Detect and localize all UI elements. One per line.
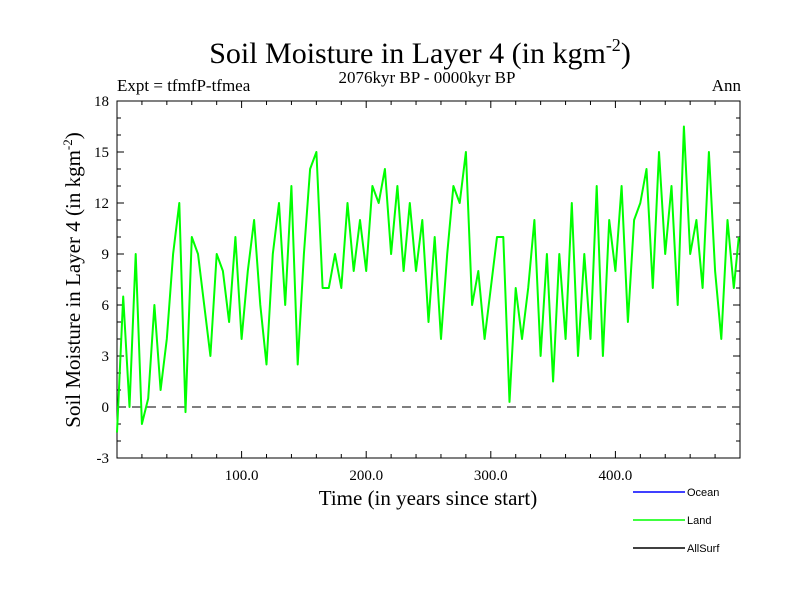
x-tick-label: 200.0 xyxy=(349,468,383,484)
y-tick-label: 15 xyxy=(94,145,109,161)
chart-title: Soil Moisture in Layer 4 (in kgm-2) xyxy=(209,35,631,70)
chart-title-sup: -2 xyxy=(606,35,621,55)
legend-label-ocean: Ocean xyxy=(687,487,719,499)
legend: Ocean Land AllSurf xyxy=(633,487,720,555)
chart-subtitle: 2076kyr BP - 0000kyr BP xyxy=(339,68,516,87)
x-tick-label: 100.0 xyxy=(225,468,259,484)
legend-label-allsurf: AllSurf xyxy=(687,543,720,555)
y-axis-label-main: Soil Moisture in Layer 4 (in kgm xyxy=(61,150,85,428)
plot-frame xyxy=(116,100,741,459)
x-axis-label: Time (in years since start) xyxy=(319,486,538,510)
y-tick-label: -3 xyxy=(97,451,110,467)
y-tick-label: 3 xyxy=(102,349,110,365)
x-tick-label: 400.0 xyxy=(599,468,633,484)
x-axis-ticks: 100.0 200.0 300.0 400.0 xyxy=(141,101,716,484)
y-tick-label: 9 xyxy=(102,247,110,263)
y-axis-label: Soil Moisture in Layer 4 (in kgm-2) xyxy=(60,132,85,427)
expt-label: Expt = tfmfP-tfmea xyxy=(117,76,251,95)
y-tick-label: 0 xyxy=(102,400,110,416)
x-tick-label: 300.0 xyxy=(474,468,508,484)
legend-label-land: Land xyxy=(687,515,711,527)
y-tick-label: 12 xyxy=(94,196,109,212)
y-axis-label-sup: -2 xyxy=(60,139,75,150)
y-tick-label: 6 xyxy=(102,298,110,314)
series-line-land xyxy=(116,125,740,433)
chart-title-close: ) xyxy=(621,37,631,70)
y-axis-label-close: ) xyxy=(61,132,85,139)
season-label: Ann xyxy=(712,76,742,95)
y-tick-label: 18 xyxy=(94,94,109,110)
chart-title-main: Soil Moisture in Layer 4 (in kgm xyxy=(209,37,606,70)
